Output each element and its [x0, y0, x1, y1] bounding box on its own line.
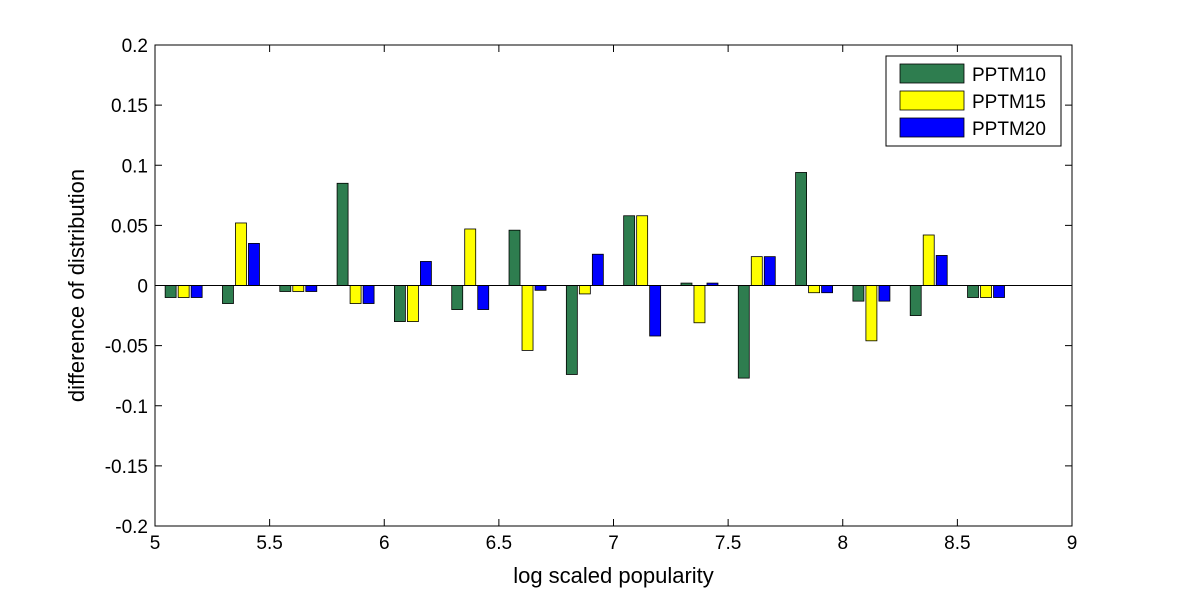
bar-pptm10-7: [565, 285, 578, 375]
bar-pptm20-3: [362, 285, 375, 304]
bar-pptm20-7: [591, 253, 604, 286]
bar-pptm10-11: [795, 172, 807, 286]
y-tick-label: -0.2: [115, 517, 148, 538]
x-axis-label: log scaled popularity: [513, 563, 714, 588]
bar-pptm15-5: [464, 228, 477, 286]
legend-label-pptm15: PPTM15: [972, 92, 1046, 113]
bar-pptm20-5: [477, 285, 490, 310]
bar-pptm20-2: [305, 285, 318, 292]
bar-pptm10-13: [909, 285, 922, 316]
x-tick-label: 6: [379, 533, 390, 554]
bar-pptm15-7: [578, 285, 591, 295]
x-tick-label: 9: [1067, 533, 1078, 554]
bar-pptm20-0: [190, 285, 203, 298]
bar-pptm15-10: [750, 256, 763, 286]
legend: PPTM10 PPTM15 PPTM20: [885, 55, 1062, 147]
bar-pptm15-0: [177, 285, 190, 298]
y-tick-label: 0.05: [111, 216, 148, 237]
bar-pptm15-2: [292, 285, 305, 292]
bar-pptm10-8: [623, 215, 636, 286]
bar-pptm10-2: [279, 285, 292, 292]
bar-pptm20-8: [649, 285, 662, 337]
bar-pptm10-14: [967, 285, 979, 298]
legend-label-pptm20: PPTM20: [972, 119, 1046, 140]
bar-pptm20-10: [763, 256, 776, 286]
bar-pptm15-13: [922, 234, 935, 286]
y-tick-label: 0.15: [111, 96, 148, 117]
axes-group: 5 5.5 6 6.5 7 7.5 8 8.5 9 0.2 0.15 0.1 0.05 0 -0.05 -0.…: [105, 36, 1078, 554]
bar-pptm20-14: [993, 285, 1005, 298]
bar-pptm15-1: [235, 222, 247, 286]
bar-pptm10-1: [222, 285, 234, 304]
bar-pptm15-12: [865, 285, 878, 342]
x-tick-label: 5.5: [256, 533, 282, 554]
bar-pptm15-11: [808, 285, 820, 294]
bar-pptm10-5: [451, 285, 464, 310]
x-tick-label: 7: [608, 533, 619, 554]
x-tick-label: 6.5: [486, 533, 512, 554]
y-tick-label: 0: [137, 277, 148, 298]
bar-pptm15-6: [521, 285, 534, 351]
bar-pptm10-3: [336, 182, 349, 286]
x-tick-label: 8.5: [944, 533, 970, 554]
bar-pptm15-9: [693, 285, 706, 324]
bar-pptm20-1: [248, 243, 260, 286]
bar-pptm20-12: [878, 285, 891, 302]
bar-pptm20-11: [821, 285, 833, 294]
bar-pptm20-4: [420, 261, 432, 286]
legend-swatch-pptm10: [899, 63, 965, 84]
bar-pptm10-12: [852, 285, 865, 302]
legend-swatch-pptm15: [899, 90, 965, 111]
bar-pptm10-10: [737, 285, 750, 379]
bar-pptm15-4: [407, 285, 419, 322]
bar-pptm20-13: [935, 255, 948, 286]
bar-pptm15-8: [636, 215, 649, 286]
bar-pptm10-4: [394, 285, 406, 322]
bar-pptm15-14: [980, 285, 992, 298]
y-tick-label: -0.15: [105, 457, 148, 478]
y-tick-label: -0.1: [115, 397, 148, 418]
y-axis-label: difference of distribution: [64, 169, 89, 402]
y-tick-label: -0.05: [105, 337, 148, 358]
bar-pptm20-6: [534, 285, 547, 291]
x-tick-label: 8: [837, 533, 848, 554]
x-tick-label: 5: [150, 533, 161, 554]
y-tick-label: 0.1: [122, 156, 148, 177]
bars-group: [164, 172, 1005, 379]
y-tick-label: 0.2: [122, 36, 148, 57]
legend-label-pptm10: PPTM10: [972, 65, 1046, 86]
bar-pptm10-0: [164, 285, 177, 298]
bar-pptm15-3: [349, 285, 362, 304]
bar-pptm10-6: [508, 229, 521, 286]
x-tick-label: 7.5: [715, 533, 741, 554]
legend-swatch-pptm20: [899, 117, 965, 138]
